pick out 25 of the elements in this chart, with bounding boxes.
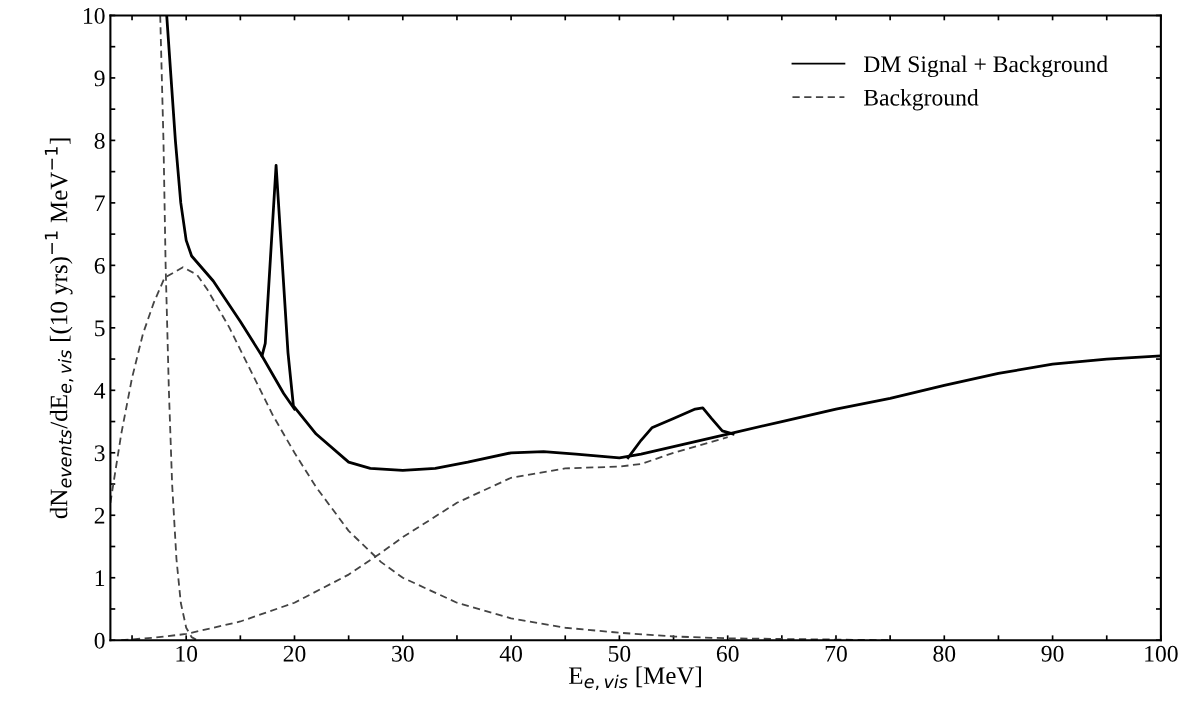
y-tick-label: 9 xyxy=(94,70,105,87)
y-tick-label: 2 xyxy=(94,507,105,524)
y-tick-label: 4 xyxy=(94,382,106,399)
y-tick-label: 10 xyxy=(84,7,105,24)
y-tick-label: 6 xyxy=(94,257,105,274)
x-tick-label: 80 xyxy=(933,645,956,662)
x-axis-title: E$_{e,vis}$ [MeV] xyxy=(568,666,701,690)
y-tick-label: 5 xyxy=(95,320,105,337)
text: dN$_{events}$/dE$_{e,vis}$ [(10 yrs)$^{−1}$ MeV$^{−1}$] xyxy=(44,138,74,519)
x-tick-label: 20 xyxy=(283,645,306,662)
y-tick-label: 0 xyxy=(94,632,105,649)
y-tick-label: 8 xyxy=(94,132,105,149)
x-tick-label: 30 xyxy=(392,645,414,662)
legend-label: DM Signal + Background xyxy=(863,55,1108,78)
x-tick-label: 40 xyxy=(499,645,522,662)
x-tick-label: 10 xyxy=(176,645,198,662)
x-tick-label: 90 xyxy=(1041,645,1064,662)
legend-label: Background xyxy=(863,89,979,111)
x-tick-label: 70 xyxy=(825,645,847,662)
y-tick-label: 1 xyxy=(95,570,105,586)
y-tick-label: 3 xyxy=(94,445,105,462)
x-tick-label: 100 xyxy=(1145,645,1178,662)
x-tick-label: 60 xyxy=(716,645,739,662)
y-tick-label: 7 xyxy=(95,195,105,212)
x-tick-label: 50 xyxy=(608,645,631,662)
